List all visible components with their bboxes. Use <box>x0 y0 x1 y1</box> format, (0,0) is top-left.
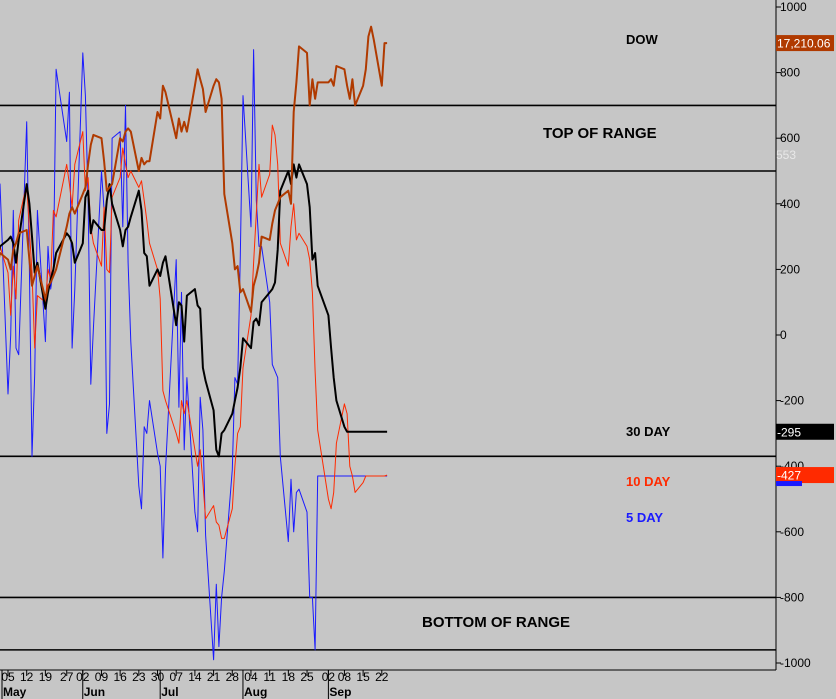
faint-value-label: 553 <box>776 148 796 162</box>
x-tick-label: 12 <box>20 670 34 684</box>
x-tick-label: 19 <box>39 670 53 684</box>
x-tick-label: 18 <box>282 670 296 684</box>
y-tick-label: -800 <box>780 590 804 604</box>
range-lines <box>0 104 776 651</box>
end-label-box <box>776 423 834 440</box>
x-tick-label: 28 <box>226 670 240 684</box>
y-tick-label: -200 <box>780 394 804 408</box>
x-tick-label: 05 <box>1 670 15 684</box>
month-label-sep: Sep <box>329 685 351 699</box>
y-tick-label: 800 <box>780 66 800 80</box>
y-tick-label: 600 <box>780 131 800 145</box>
y-tick-label: -1000 <box>780 656 811 670</box>
month-label-jun: Jun <box>84 685 105 699</box>
end-value-labels: 17,210.06 -295 -427 <box>776 35 834 487</box>
month-label-may: May <box>3 685 27 699</box>
x-tick-label: 21 <box>207 670 221 684</box>
x-tick-label: 09 <box>95 670 109 684</box>
y-tick-label: 0 <box>780 328 787 342</box>
x-tick-label: 16 <box>113 670 127 684</box>
y-tick-label: 400 <box>780 197 800 211</box>
x-tick-label: 30 <box>151 670 165 684</box>
x-tick-label: 11 <box>263 670 276 684</box>
series-line-5-day <box>0 49 388 661</box>
x-axis-ticks: 05 12 19 27 02 09 16 23 30 07 14 21 28 04 11 18 25 02 08 15… <box>1 670 389 684</box>
x-tick-label: 15 <box>356 670 370 684</box>
end-label-dow: 17,210.06 <box>777 37 831 51</box>
x-tick-label: 23 <box>132 670 146 684</box>
x-tick-label: 07 <box>170 670 184 684</box>
y-tick-label: -600 <box>780 525 804 539</box>
legend-5-day: 5 DAY <box>626 510 663 525</box>
x-tick-label: 04 <box>244 670 258 684</box>
x-tick-label: 08 <box>338 670 352 684</box>
end-label-10-day: -427 <box>777 469 801 483</box>
y-tick-label: 1000 <box>780 0 807 14</box>
month-label-aug: Aug <box>244 685 267 699</box>
top-of-range-label: TOP OF RANGE <box>543 125 657 142</box>
legend-10-day: 10 DAY <box>626 474 671 489</box>
y-tick-label: 200 <box>780 262 800 276</box>
end-label-30-day: -295 <box>777 425 801 439</box>
month-labels: May Jun Jul Aug Sep <box>1 670 351 699</box>
legend-dow: DOW <box>626 32 659 47</box>
legend-30-day: 30 DAY <box>626 424 671 439</box>
month-label-jul: Jul <box>161 685 178 699</box>
x-tick-label: 14 <box>188 670 202 684</box>
series-lines <box>0 25 388 661</box>
end-marker-5-day <box>776 481 802 487</box>
bottom-of-range-label: BOTTOM OF RANGE <box>422 614 570 631</box>
x-tick-label: 25 <box>300 670 314 684</box>
x-tick-label: 22 <box>375 670 389 684</box>
x-tick-label: 27 <box>60 670 74 684</box>
end-label-box <box>776 467 834 484</box>
series-line-dow <box>0 25 388 313</box>
end-label-box <box>776 35 834 52</box>
series-line-10-day <box>0 124 388 539</box>
